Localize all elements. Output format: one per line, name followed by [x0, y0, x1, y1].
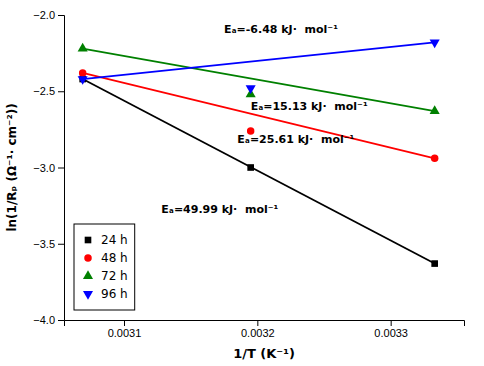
- line-marker: [78, 76, 88, 85]
- axis-line: [65, 321, 465, 327]
- tick-label: −4.0: [33, 314, 55, 326]
- tick-mark: [58, 91, 64, 92]
- tick-label: 0.0032: [241, 327, 275, 339]
- tick: 0.0033: [374, 320, 408, 339]
- fit-line: [83, 79, 435, 264]
- line-marker: [431, 260, 438, 267]
- tick-label: −2.0: [33, 9, 55, 21]
- tick-label: −3.0: [33, 162, 55, 174]
- tick-label: −3.5: [33, 238, 55, 250]
- legend-label: 48 h: [101, 251, 128, 265]
- fit-line: [83, 42, 435, 79]
- legend-box: [74, 224, 135, 310]
- tick-label: −2.5: [33, 85, 55, 97]
- tick: 0.0031: [108, 320, 142, 339]
- legend: 24 h 48 h 72 h 96 h: [74, 224, 135, 310]
- line-marker: [431, 155, 438, 162]
- axis-line: [58, 16, 65, 321]
- tick: −3.0: [33, 162, 64, 174]
- y-axis-title: ln(1/Rₚ (Ω⁻¹· cm⁻²)): [5, 103, 19, 231]
- legend-label: 72 h: [101, 269, 128, 283]
- tick-mark: [58, 320, 64, 321]
- legend-marker: [83, 291, 93, 300]
- annotation: Eₐ=49.99 kJ· mol⁻¹: [161, 203, 278, 216]
- annotation: Eₐ=25.61 kJ· mol⁻¹: [237, 133, 354, 146]
- tick-label: 0.0031: [108, 327, 142, 339]
- legend-marker: [85, 237, 92, 244]
- tick-mark: [124, 320, 125, 326]
- x-axis-title: 1/T (K⁻¹): [233, 346, 295, 361]
- line-marker: [430, 105, 440, 114]
- legend-label: 96 h: [101, 287, 128, 301]
- legend-label: 24 h: [101, 233, 128, 247]
- tick: −2.0: [33, 9, 64, 21]
- tick-mark: [58, 244, 64, 245]
- tick-mark: [58, 168, 64, 169]
- plot: 0.0031 0.0032 0.0033 −4.0 −3.5 −3.0 −2.5 −2.0 Eₐ…: [33, 9, 464, 339]
- fit-line: [83, 73, 435, 158]
- annotation: Eₐ=15.13 kJ· mol⁻¹: [251, 100, 368, 113]
- legend-marker: [84, 254, 91, 261]
- tick-mark: [58, 15, 64, 16]
- series: [78, 43, 440, 114]
- series: [78, 40, 440, 94]
- point: [247, 164, 254, 171]
- x-axis: 0.0031 0.0032 0.0033: [65, 320, 465, 339]
- point: [246, 85, 256, 94]
- line-marker: [79, 69, 86, 76]
- tick-mark: [391, 320, 392, 326]
- tick-mark: [257, 320, 258, 326]
- legend-marker: [83, 270, 93, 279]
- y-axis: −4.0 −3.5 −3.0 −2.5 −2.0: [33, 9, 64, 326]
- tick-label: 0.0033: [374, 327, 408, 339]
- annotations: Eₐ=-6.48 kJ· mol⁻¹ Eₐ=15.13 kJ· mol⁻¹ Eₐ=2…: [161, 23, 368, 216]
- chart: 0.0031 0.0032 0.0033 −4.0 −3.5 −3.0 −2.5 −2.0 Eₐ…: [0, 0, 484, 366]
- line-marker: [430, 40, 440, 49]
- line-marker: [78, 43, 88, 52]
- tick: −4.0: [33, 314, 64, 326]
- tick: −3.5: [33, 238, 64, 250]
- tick: 0.0032: [241, 320, 275, 339]
- annotation: Eₐ=-6.48 kJ· mol⁻¹: [224, 23, 338, 36]
- tick: −2.5: [33, 85, 64, 97]
- series: [79, 69, 438, 162]
